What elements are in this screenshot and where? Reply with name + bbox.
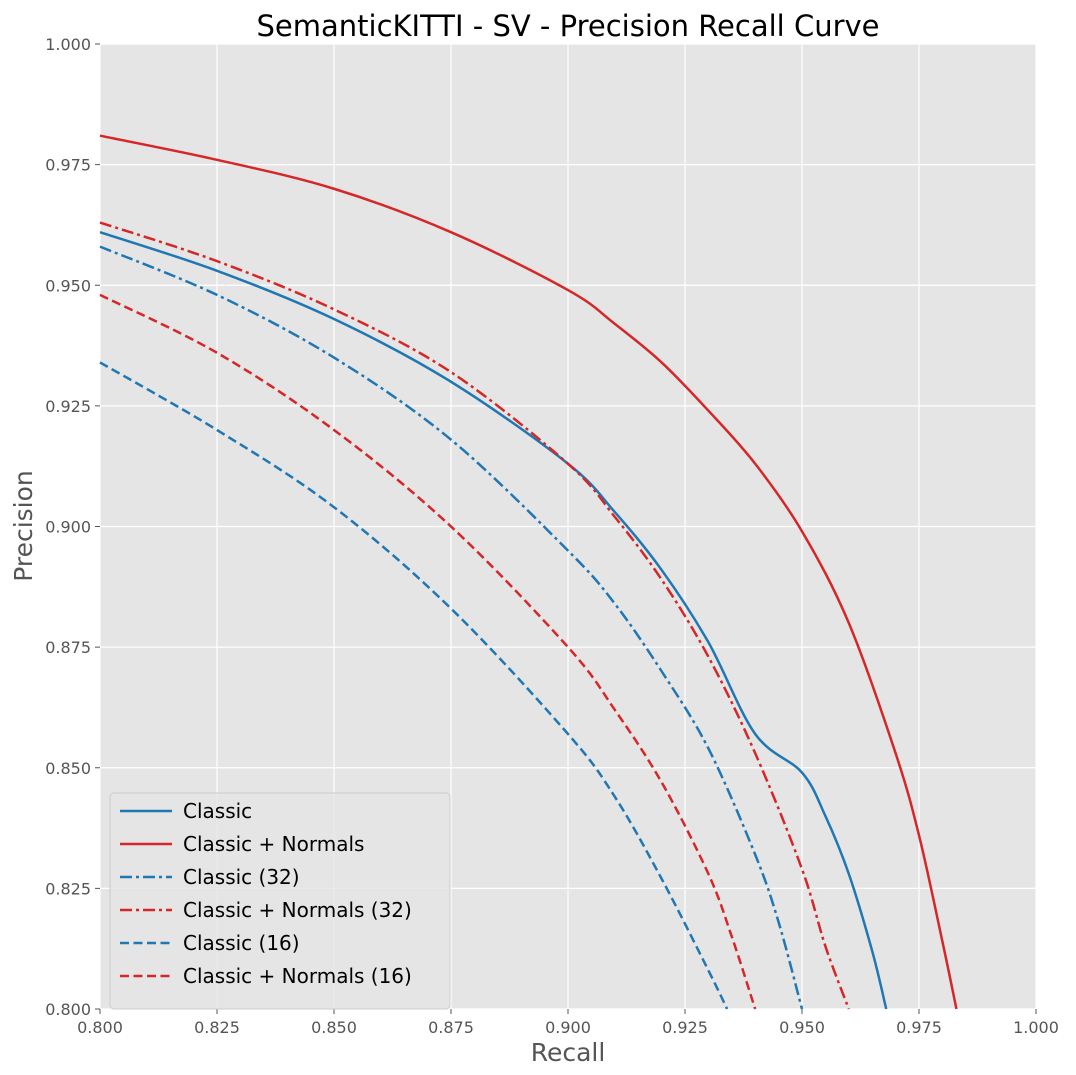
y-tick-label: 0.825 — [45, 879, 91, 898]
series-line-4 — [99, 361, 729, 1010]
series-line-2 — [99, 245, 804, 1010]
legend-label: Classic — [183, 799, 252, 823]
x-tick-label: 0.975 — [896, 1018, 942, 1037]
chart-title: SemanticKITTI - SV - Precision Recall Cu… — [256, 9, 879, 43]
legend-label: Classic (32) — [183, 865, 300, 889]
y-tick-label: 0.875 — [45, 638, 91, 657]
y-axis-label: Precision — [9, 470, 38, 582]
x-tick-label: 0.875 — [428, 1018, 474, 1037]
y-tick-label: 0.800 — [45, 1000, 91, 1019]
x-tick-label: 0.950 — [779, 1018, 825, 1037]
y-tick-label: 0.950 — [45, 276, 91, 295]
x-tick-label: 0.825 — [194, 1018, 240, 1037]
x-tick-label: 0.900 — [545, 1018, 591, 1037]
y-tick-label: 0.850 — [45, 759, 91, 778]
legend: Classic Classic + Normals Classic (32) Clas… — [109, 792, 451, 1010]
legend-label: Classic + Normals (32) — [183, 898, 412, 922]
axis-ticks: 0.800 0.825 0.850 0.875 0.900 0.925 0.950 0.975… — [45, 35, 1059, 1037]
y-tick-label: 0.925 — [45, 397, 91, 416]
series-line-5 — [99, 293, 757, 1010]
legend-box — [109, 792, 451, 1010]
x-tick-label: 1.000 — [1013, 1018, 1059, 1037]
y-tick-label: 1.000 — [45, 35, 91, 54]
legend-label: Classic (16) — [183, 931, 300, 955]
series-line-0 — [99, 230, 888, 1010]
y-tick-label: 0.975 — [45, 156, 91, 175]
grid-lines — [99, 43, 1037, 1010]
y-tick-label: 0.900 — [45, 518, 91, 537]
x-tick-label: 0.850 — [311, 1018, 357, 1037]
legend-label: Classic + Normals — [183, 832, 364, 856]
series-line-1 — [99, 134, 958, 1010]
x-tick-label: 0.925 — [662, 1018, 708, 1037]
legend-label: Classic + Normals (16) — [183, 964, 412, 988]
series-lines — [99, 134, 958, 1010]
x-axis-label: Recall — [531, 1038, 606, 1067]
x-tick-label: 0.800 — [77, 1018, 123, 1037]
series-line-3 — [99, 221, 850, 1010]
